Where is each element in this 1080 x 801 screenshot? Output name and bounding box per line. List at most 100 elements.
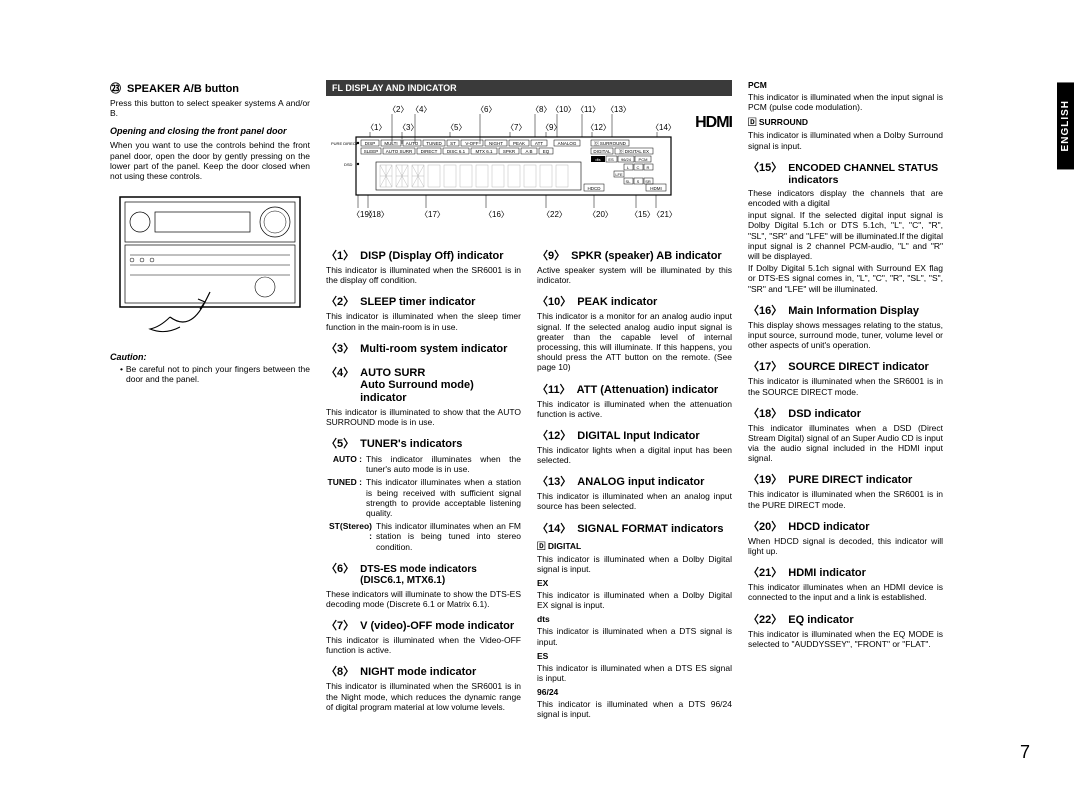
i20-title: HDCD indicator (788, 521, 869, 534)
svg-text:〈13〉: 〈13〉 (606, 105, 631, 114)
i18-desc: This indicator illuminates when a DSD (D… (748, 423, 943, 464)
svg-text:96/24: 96/24 (621, 157, 632, 162)
i11-idx: 〈11〉 (537, 381, 571, 397)
i18-title: DSD indicator (788, 408, 861, 421)
pcm-desc: This indicator is illuminated when the i… (748, 92, 943, 112)
i21-desc: This indicator illuminates when an HDMI … (748, 582, 943, 602)
i12-title: DIGITAL Input Indicator (577, 430, 699, 443)
i8-idx: 〈8〉 (326, 663, 354, 679)
item-23-index: ㉓ (110, 80, 121, 96)
i5-auto-txt: This indicator illuminates when the tune… (366, 454, 521, 474)
i14-dd-lbl: 🄳 DIGITAL (537, 540, 732, 552)
i1-desc: This indicator is illuminated when the S… (326, 265, 521, 285)
column-3: 〈9〉 SPKR (speaker) AB indicator Active s… (537, 247, 732, 720)
i17-idx: 〈17〉 (748, 358, 782, 374)
svg-text:NIGHT: NIGHT (489, 141, 503, 146)
i6-idx: 〈6〉 (326, 560, 354, 576)
i9-title: SPKR (speaker) AB indicator (571, 250, 722, 263)
i9-desc: Active speaker system will be illuminate… (537, 265, 732, 285)
i5-auto-lbl: AUTO : (326, 454, 366, 474)
svg-text:SLEEP: SLEEP (364, 149, 379, 154)
svg-text:ANALOG: ANALOG (558, 141, 577, 146)
i5-tuned-txt: This indicator illuminates when a statio… (366, 477, 521, 518)
i21-idx: 〈21〉 (748, 564, 782, 580)
i6-desc: These indicators will illuminate to show… (326, 589, 521, 609)
i22-idx: 〈22〉 (748, 611, 782, 627)
item-23-desc: Press this button to select speaker syst… (110, 98, 310, 118)
svg-text:R: R (647, 165, 650, 170)
i1-title: DISP (Display Off) indicator (360, 250, 503, 263)
i5-st: ST(Stereo) :This indicator illuminates w… (326, 521, 521, 552)
i5-tuned-lbl: TUNED : (326, 477, 366, 518)
i11-title: ATT (Attenuation) indicator (577, 384, 719, 397)
i2-idx: 〈2〉 (326, 293, 354, 309)
pcm-lbl: PCM (748, 80, 943, 90)
i13-desc: This indicator is illuminated when an an… (537, 491, 732, 511)
svg-text:PCM: PCM (639, 157, 648, 162)
svg-text:SPKR: SPKR (503, 149, 516, 154)
i17-desc: This indicator is illuminated when the S… (748, 376, 943, 396)
i9-idx: 〈9〉 (537, 247, 565, 263)
i14-title: SIGNAL FORMAT indicators (577, 523, 723, 536)
svg-text:〈8〉: 〈8〉 (531, 105, 551, 114)
i2-desc: This indicator is illuminated when the s… (326, 311, 521, 331)
svg-text:ATT: ATT (535, 141, 543, 146)
svg-text:TUNED: TUNED (426, 141, 442, 146)
svg-text:〈14〉: 〈14〉 (651, 123, 676, 132)
svg-text:LFE: LFE (615, 172, 623, 177)
i5-idx: 〈5〉 (326, 435, 354, 451)
caution-item: • Be careful not to pinch your fingers b… (120, 364, 310, 384)
front-door-title: Opening and closing the front panel door (110, 126, 310, 136)
i15-title: ENCODED CHANNEL STATUS indicators (788, 162, 943, 186)
i18-idx: 〈18〉 (748, 405, 782, 421)
i17-title: SOURCE DIRECT indicator (788, 361, 929, 374)
i22-desc: This indicator is illuminated when the E… (748, 629, 943, 649)
column-4: PCM This indicator is illuminated when t… (748, 80, 943, 720)
i5-tuned: TUNED :This indicator illuminates when a… (326, 477, 521, 518)
svg-text:SL: SL (626, 179, 632, 184)
svg-text:🄳 SURROUND: 🄳 SURROUND (594, 140, 627, 147)
svg-text:〈6〉: 〈6〉 (476, 105, 496, 114)
svg-text:DIGITAL: DIGITAL (593, 149, 611, 154)
i5-auto: AUTO :This indicator illuminates when th… (326, 454, 521, 474)
i16-desc: This display shows messages relating to … (748, 320, 943, 351)
i15-desc2: input signal. If the selected digital in… (748, 210, 943, 261)
svg-text:DIRECT: DIRECT (421, 149, 438, 154)
svg-text:HDCD: HDCD (588, 186, 602, 191)
i5-st-txt: This indicator illuminates when an FM st… (376, 521, 521, 552)
i13-idx: 〈13〉 (537, 473, 571, 489)
device-illustration (110, 187, 310, 342)
svg-text:HDMI: HDMI (650, 186, 662, 191)
caution-label: Caution: (110, 352, 310, 362)
i14-dd-desc: This indicator is illuminated when a Dol… (537, 554, 732, 574)
svg-text:〈5〉: 〈5〉 (446, 123, 466, 132)
svg-text:dts: dts (595, 157, 600, 162)
section-bar: FL DISPLAY AND INDICATOR (326, 80, 732, 96)
language-tab: ENGLISH (1057, 82, 1074, 169)
svg-text:〈18〉: 〈18〉 (364, 210, 389, 219)
svg-text:MULTI: MULTI (384, 141, 397, 146)
i21-title: HDMI indicator (788, 567, 866, 580)
svg-text:〈4〉: 〈4〉 (411, 105, 431, 114)
svg-text:A B: A B (525, 149, 532, 154)
i19-title: PURE DIRECT indicator (788, 474, 912, 487)
svg-text:ST: ST (450, 141, 456, 146)
i14-9624-lbl: 96/24 (537, 687, 732, 697)
i12-idx: 〈12〉 (537, 427, 571, 443)
svg-text:V-OFF: V-OFF (465, 141, 479, 146)
page-number: 7 (1020, 742, 1030, 763)
i4-title: AUTO SURR (360, 367, 521, 380)
svg-text:L: L (627, 165, 630, 170)
svg-text:PURE DIRECT: PURE DIRECT (331, 141, 359, 146)
svg-text:MTX 6.1: MTX 6.1 (475, 149, 493, 154)
i19-desc: This indicator is illuminated when the S… (748, 489, 943, 509)
svg-text:〈20〉: 〈20〉 (588, 210, 613, 219)
surr-desc: This indicator is illuminated when a Dol… (748, 130, 943, 150)
svg-text:🄳 DIGITAL EX: 🄳 DIGITAL EX (619, 148, 649, 155)
i3-idx: 〈3〉 (326, 340, 354, 356)
svg-text:SR: SR (645, 179, 651, 184)
i7-idx: 〈7〉 (326, 617, 354, 633)
i12-desc: This indicator lights when a digital inp… (537, 445, 732, 465)
i4-title2: Auto Surround mode) indicator (360, 379, 521, 404)
i16-title: Main Information Display (788, 305, 919, 318)
